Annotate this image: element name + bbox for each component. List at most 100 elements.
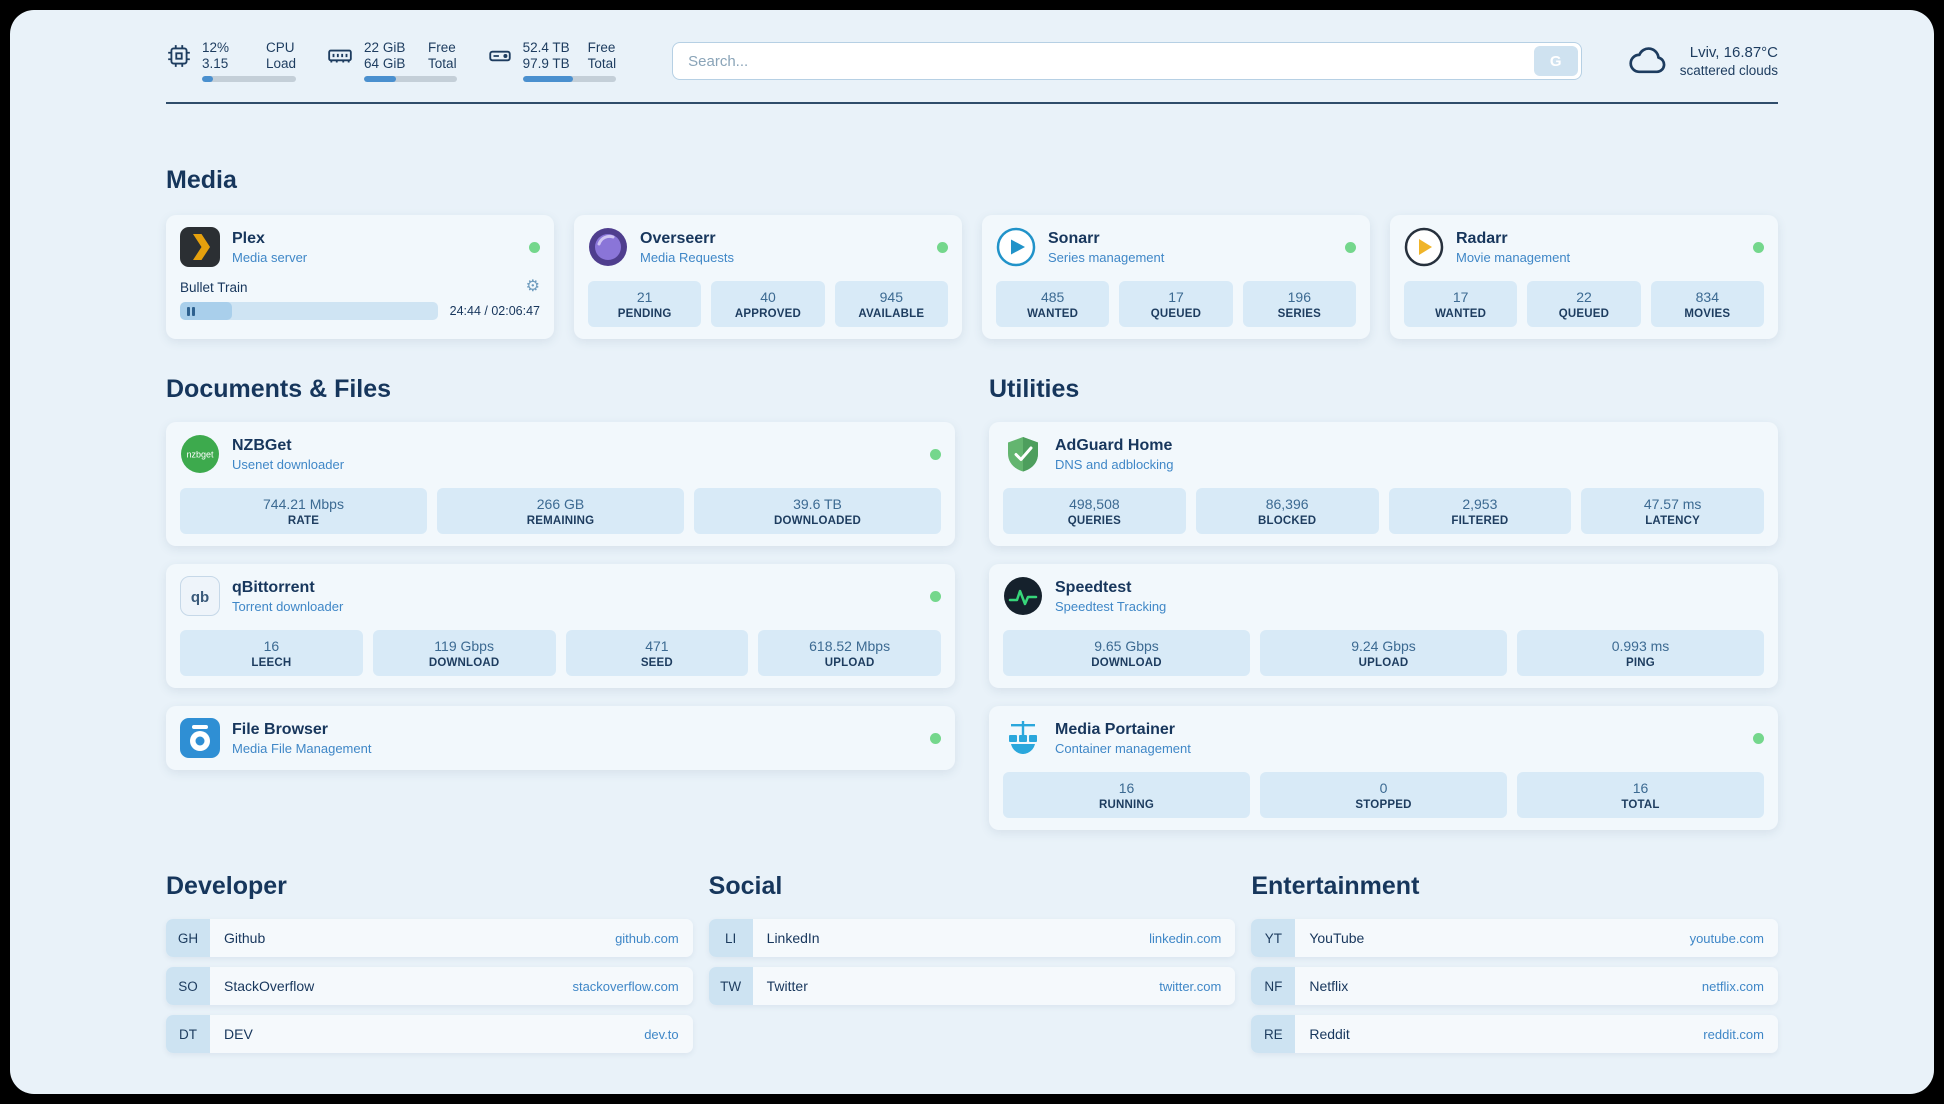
bookmark-abbr: GH bbox=[166, 919, 210, 957]
service-card-plex[interactable]: Plex Media server Bullet Train ⚙ bbox=[166, 215, 554, 339]
bookmark-reddit[interactable]: RE Reddit reddit.com bbox=[1251, 1015, 1778, 1053]
service-name: Plex bbox=[232, 229, 265, 247]
stat-value: 17 bbox=[1168, 289, 1184, 305]
stat-value: 498,508 bbox=[1069, 496, 1120, 512]
stat-box: 2,953 FILTERED bbox=[1388, 488, 1572, 534]
dashboard-page: 12% CPU 3.15 Load 22 GiB Free 64 bbox=[10, 10, 1934, 1094]
service-card-adguard-home[interactable]: AdGuard Home DNS and adblocking 498,508 … bbox=[989, 422, 1778, 546]
overseerr-icon bbox=[588, 227, 628, 267]
stat-box: 17 QUEUED bbox=[1119, 281, 1233, 327]
stat-box: 16 TOTAL bbox=[1517, 772, 1764, 818]
bookmark-abbr: LI bbox=[708, 919, 753, 957]
bookmark-name: Twitter bbox=[766, 978, 808, 994]
bookmark-abbr: DT bbox=[166, 1015, 210, 1053]
utilities-column: Utilities AdGuard Home DNS and adblockin… bbox=[989, 375, 1778, 830]
stat-value: 471 bbox=[645, 638, 669, 654]
stat-label: AVAILABLE bbox=[858, 308, 925, 320]
section-title-documents: Documents & Files bbox=[166, 375, 392, 403]
stat-box: 266 GB REMAINING bbox=[437, 488, 684, 534]
service-name: File Browser bbox=[232, 720, 329, 738]
bookmark-youtube[interactable]: YT YouTube youtube.com bbox=[1251, 919, 1778, 957]
bookmark-stackoverflow[interactable]: SO StackOverflow stackoverflow.com bbox=[166, 967, 693, 1005]
stat-value: 0 bbox=[1379, 780, 1388, 796]
section-title-social: Social bbox=[708, 872, 783, 900]
bookmark-twitter[interactable]: TW Twitter twitter.com bbox=[708, 967, 1236, 1005]
bookmark-name: StackOverflow bbox=[224, 978, 315, 994]
cpu-usage-label: CPU bbox=[266, 40, 295, 55]
stat-value: 744.21 Mbps bbox=[263, 496, 344, 512]
plex-now-playing: Bullet Train ⚙ 24:44 / 02:06:47 bbox=[180, 279, 540, 320]
service-card-radarr[interactable]: Radarr Movie management 17 WANTED 22 QUE… bbox=[1390, 215, 1778, 339]
status-dot bbox=[930, 590, 941, 602]
service-name: Speedtest bbox=[1055, 578, 1132, 596]
playback-progress-bar[interactable] bbox=[180, 302, 438, 320]
stat-value: 47.57 ms bbox=[1643, 496, 1702, 512]
service-card-overseerr[interactable]: Overseerr Media Requests 21 PENDING 40 A… bbox=[574, 215, 962, 339]
svg-text:nzbget: nzbget bbox=[186, 450, 214, 460]
bookmark-abbr: NF bbox=[1251, 967, 1296, 1005]
bookmark-netflix[interactable]: NF Netflix netflix.com bbox=[1251, 967, 1778, 1005]
service-description: Movie management bbox=[1456, 249, 1571, 265]
weather-condition: scattered clouds bbox=[1679, 63, 1778, 78]
bookmark-domain: linkedin.com bbox=[1149, 930, 1222, 946]
service-card-nzbget[interactable]: nzbget NZBGet Usenet downloader 744.21 M… bbox=[166, 422, 955, 546]
documents-column: Documents & Files nzbget NZBGet Usenet d… bbox=[166, 375, 955, 770]
stat-box: 16 RUNNING bbox=[1003, 772, 1250, 818]
service-card-media-portainer[interactable]: Media Portainer Container management 16 … bbox=[989, 706, 1778, 830]
stat-box: 39.6 TB DOWNLOADED bbox=[694, 488, 941, 534]
stat-box: 0.993 ms PING bbox=[1517, 630, 1764, 676]
memory-total-label: Total bbox=[428, 56, 457, 71]
section-title-utilities: Utilities bbox=[989, 375, 1080, 403]
status-dot bbox=[1753, 732, 1764, 744]
service-name: AdGuard Home bbox=[1055, 436, 1173, 454]
stat-box: 744.21 Mbps RATE bbox=[180, 488, 427, 534]
stat-label: MOVIES bbox=[1684, 308, 1731, 320]
stat-value: 16 bbox=[1632, 780, 1649, 796]
service-description: Usenet downloader bbox=[232, 456, 345, 472]
stat-box: 119 Gbps DOWNLOAD bbox=[372, 630, 556, 676]
sonarr-icon bbox=[996, 227, 1036, 267]
stat-label: APPROVED bbox=[734, 308, 802, 320]
gear-icon[interactable]: ⚙ bbox=[525, 278, 540, 295]
bookmark-dev[interactable]: DT DEV dev.to bbox=[166, 1015, 693, 1053]
service-card-sonarr[interactable]: Sonarr Series management 485 WANTED 17 Q… bbox=[982, 215, 1370, 339]
service-card-qbittorrent[interactable]: qb qBittorrent Torrent downloader 16 bbox=[166, 564, 955, 688]
search-engine-button[interactable]: G bbox=[1533, 46, 1578, 76]
bookmark-name: Reddit bbox=[1309, 1026, 1350, 1042]
service-card-file-browser[interactable]: File Browser Media File Management bbox=[166, 706, 955, 770]
service-card-speedtest[interactable]: Speedtest Speedtest Tracking 9.65 Gbps D… bbox=[989, 564, 1778, 688]
cpu-widget: 12% CPU 3.15 Load bbox=[166, 40, 297, 82]
stat-box: 0 STOPPED bbox=[1260, 772, 1507, 818]
portainer-icon bbox=[1003, 718, 1043, 758]
service-name: Media Portainer bbox=[1055, 720, 1176, 738]
service-name: Sonarr bbox=[1048, 229, 1100, 247]
bookmark-name: Netflix bbox=[1309, 978, 1349, 994]
stat-label: LATENCY bbox=[1645, 515, 1701, 527]
bookmark-linkedin[interactable]: LI LinkedIn linkedin.com bbox=[708, 919, 1236, 957]
stat-label: TOTAL bbox=[1621, 799, 1660, 811]
stat-label: UPLOAD bbox=[824, 657, 875, 669]
bookmark-group-developer: Developer GH Github github.com SO StackO… bbox=[166, 872, 693, 1053]
bookmark-abbr: TW bbox=[708, 967, 753, 1005]
stat-box: 485 WANTED bbox=[996, 281, 1110, 327]
section-title-entertainment: Entertainment bbox=[1251, 872, 1420, 900]
header-divider bbox=[166, 102, 1778, 104]
qbittorrent-icon: qb bbox=[180, 576, 220, 616]
service-description: Media File Management bbox=[232, 740, 372, 756]
stat-label: STOPPED bbox=[1355, 799, 1412, 811]
bookmark-github[interactable]: GH Github github.com bbox=[166, 919, 693, 957]
stat-value: 119 Gbps bbox=[434, 638, 494, 654]
stat-value: 485 bbox=[1040, 289, 1065, 305]
stat-box: 21 PENDING bbox=[588, 281, 702, 327]
bookmark-abbr: RE bbox=[1251, 1015, 1296, 1053]
cpu-usage-value: 12% bbox=[202, 40, 230, 55]
now-playing-title: Bullet Train bbox=[180, 279, 248, 295]
bookmark-domain: github.com bbox=[615, 930, 679, 946]
search-input[interactable] bbox=[676, 52, 1534, 70]
pause-icon[interactable] bbox=[187, 306, 195, 316]
stat-label: LEECH bbox=[251, 657, 292, 669]
memory-free-value: 22 GiB bbox=[364, 40, 406, 55]
bookmark-name: DEV bbox=[224, 1026, 253, 1042]
stat-label: DOWNLOADED bbox=[774, 515, 861, 527]
ram-icon bbox=[326, 43, 354, 69]
